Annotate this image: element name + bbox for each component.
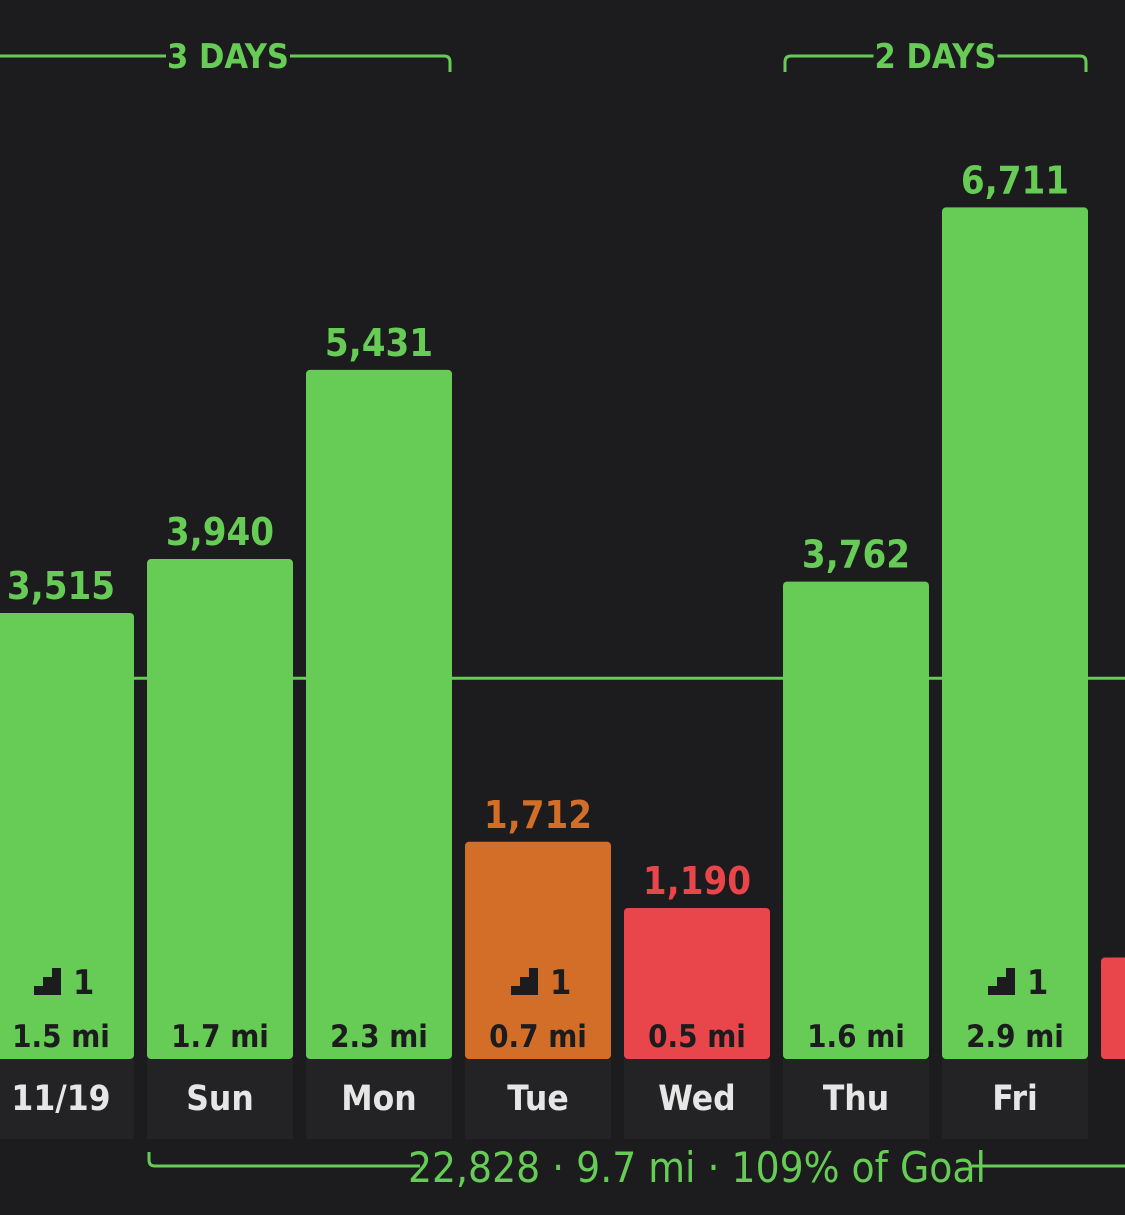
distance-label-1: 1.7 mi: [171, 1019, 269, 1055]
day-label-3: Tue: [507, 1079, 568, 1119]
value-label-0: 3,515: [7, 564, 115, 608]
floors-label-6: 1: [1027, 963, 1048, 1003]
distance-label-4: 0.5 mi: [648, 1019, 746, 1055]
day-label-2: Mon: [341, 1079, 416, 1119]
streak-bracket-1: [783, 54, 1088, 72]
summary-goal: 109% of Goal: [720, 1143, 986, 1192]
summary-sep-2: ·: [696, 1143, 720, 1192]
distance-label-0: 1.5 mi: [12, 1019, 110, 1055]
streak-label-1: 2 DAYS: [875, 37, 997, 77]
distance-label-3: 0.7 mi: [489, 1019, 587, 1055]
summary-distance: 9.7 mi: [564, 1143, 695, 1192]
day-label-0: 11/19: [11, 1079, 110, 1119]
summary-steps: 22,828: [408, 1143, 540, 1192]
stairs-icon: [25, 968, 61, 995]
day-column-3: [465, 1059, 611, 1139]
day-column-6: [942, 1059, 1088, 1139]
day-label-1: Sun: [186, 1079, 254, 1119]
day-column-0: [0, 1059, 134, 1139]
day-label-6: Fri: [992, 1079, 1038, 1119]
day-label-5: Thu: [823, 1079, 889, 1119]
stairs-icon: [502, 968, 538, 995]
value-label-2: 5,431: [325, 321, 433, 365]
bar-0: [0, 612, 134, 1059]
bar-2: [306, 369, 452, 1059]
day-column-2: [306, 1059, 452, 1139]
streak-bracket-0: [0, 54, 452, 72]
day-column-1: [147, 1059, 293, 1139]
value-label-3: 1,712: [484, 793, 592, 837]
value-label-6: 6,711: [961, 158, 1069, 202]
floors-label-3: 1: [550, 963, 571, 1003]
bar-4: [624, 907, 770, 1059]
distance-label-5: 1.6 mi: [807, 1019, 905, 1055]
value-label-4: 1,190: [643, 859, 751, 903]
stairs-icon: [979, 968, 1015, 995]
bar-3: [465, 841, 611, 1059]
weekly-summary: 22,828 · 9.7 mi · 109% of Goal: [408, 1143, 986, 1192]
day-column-5: [783, 1059, 929, 1139]
day-column-4: [624, 1059, 770, 1139]
summary-sep-1: ·: [540, 1143, 564, 1192]
summary-bracket: [147, 1152, 1125, 1168]
floors-label-0: 1: [73, 963, 94, 1003]
value-label-1: 3,940: [166, 510, 274, 554]
bar-partial-next: [1101, 957, 1125, 1059]
bar-1: [147, 559, 293, 1059]
bar-6: [942, 207, 1088, 1060]
value-label-5: 3,762: [802, 533, 910, 577]
streak-label-0: 3 DAYS: [167, 37, 289, 77]
distance-label-2: 2.3 mi: [330, 1019, 428, 1055]
day-label-4: Wed: [658, 1079, 735, 1119]
bar-5: [783, 581, 929, 1059]
distance-label-6: 2.9 mi: [966, 1019, 1064, 1055]
